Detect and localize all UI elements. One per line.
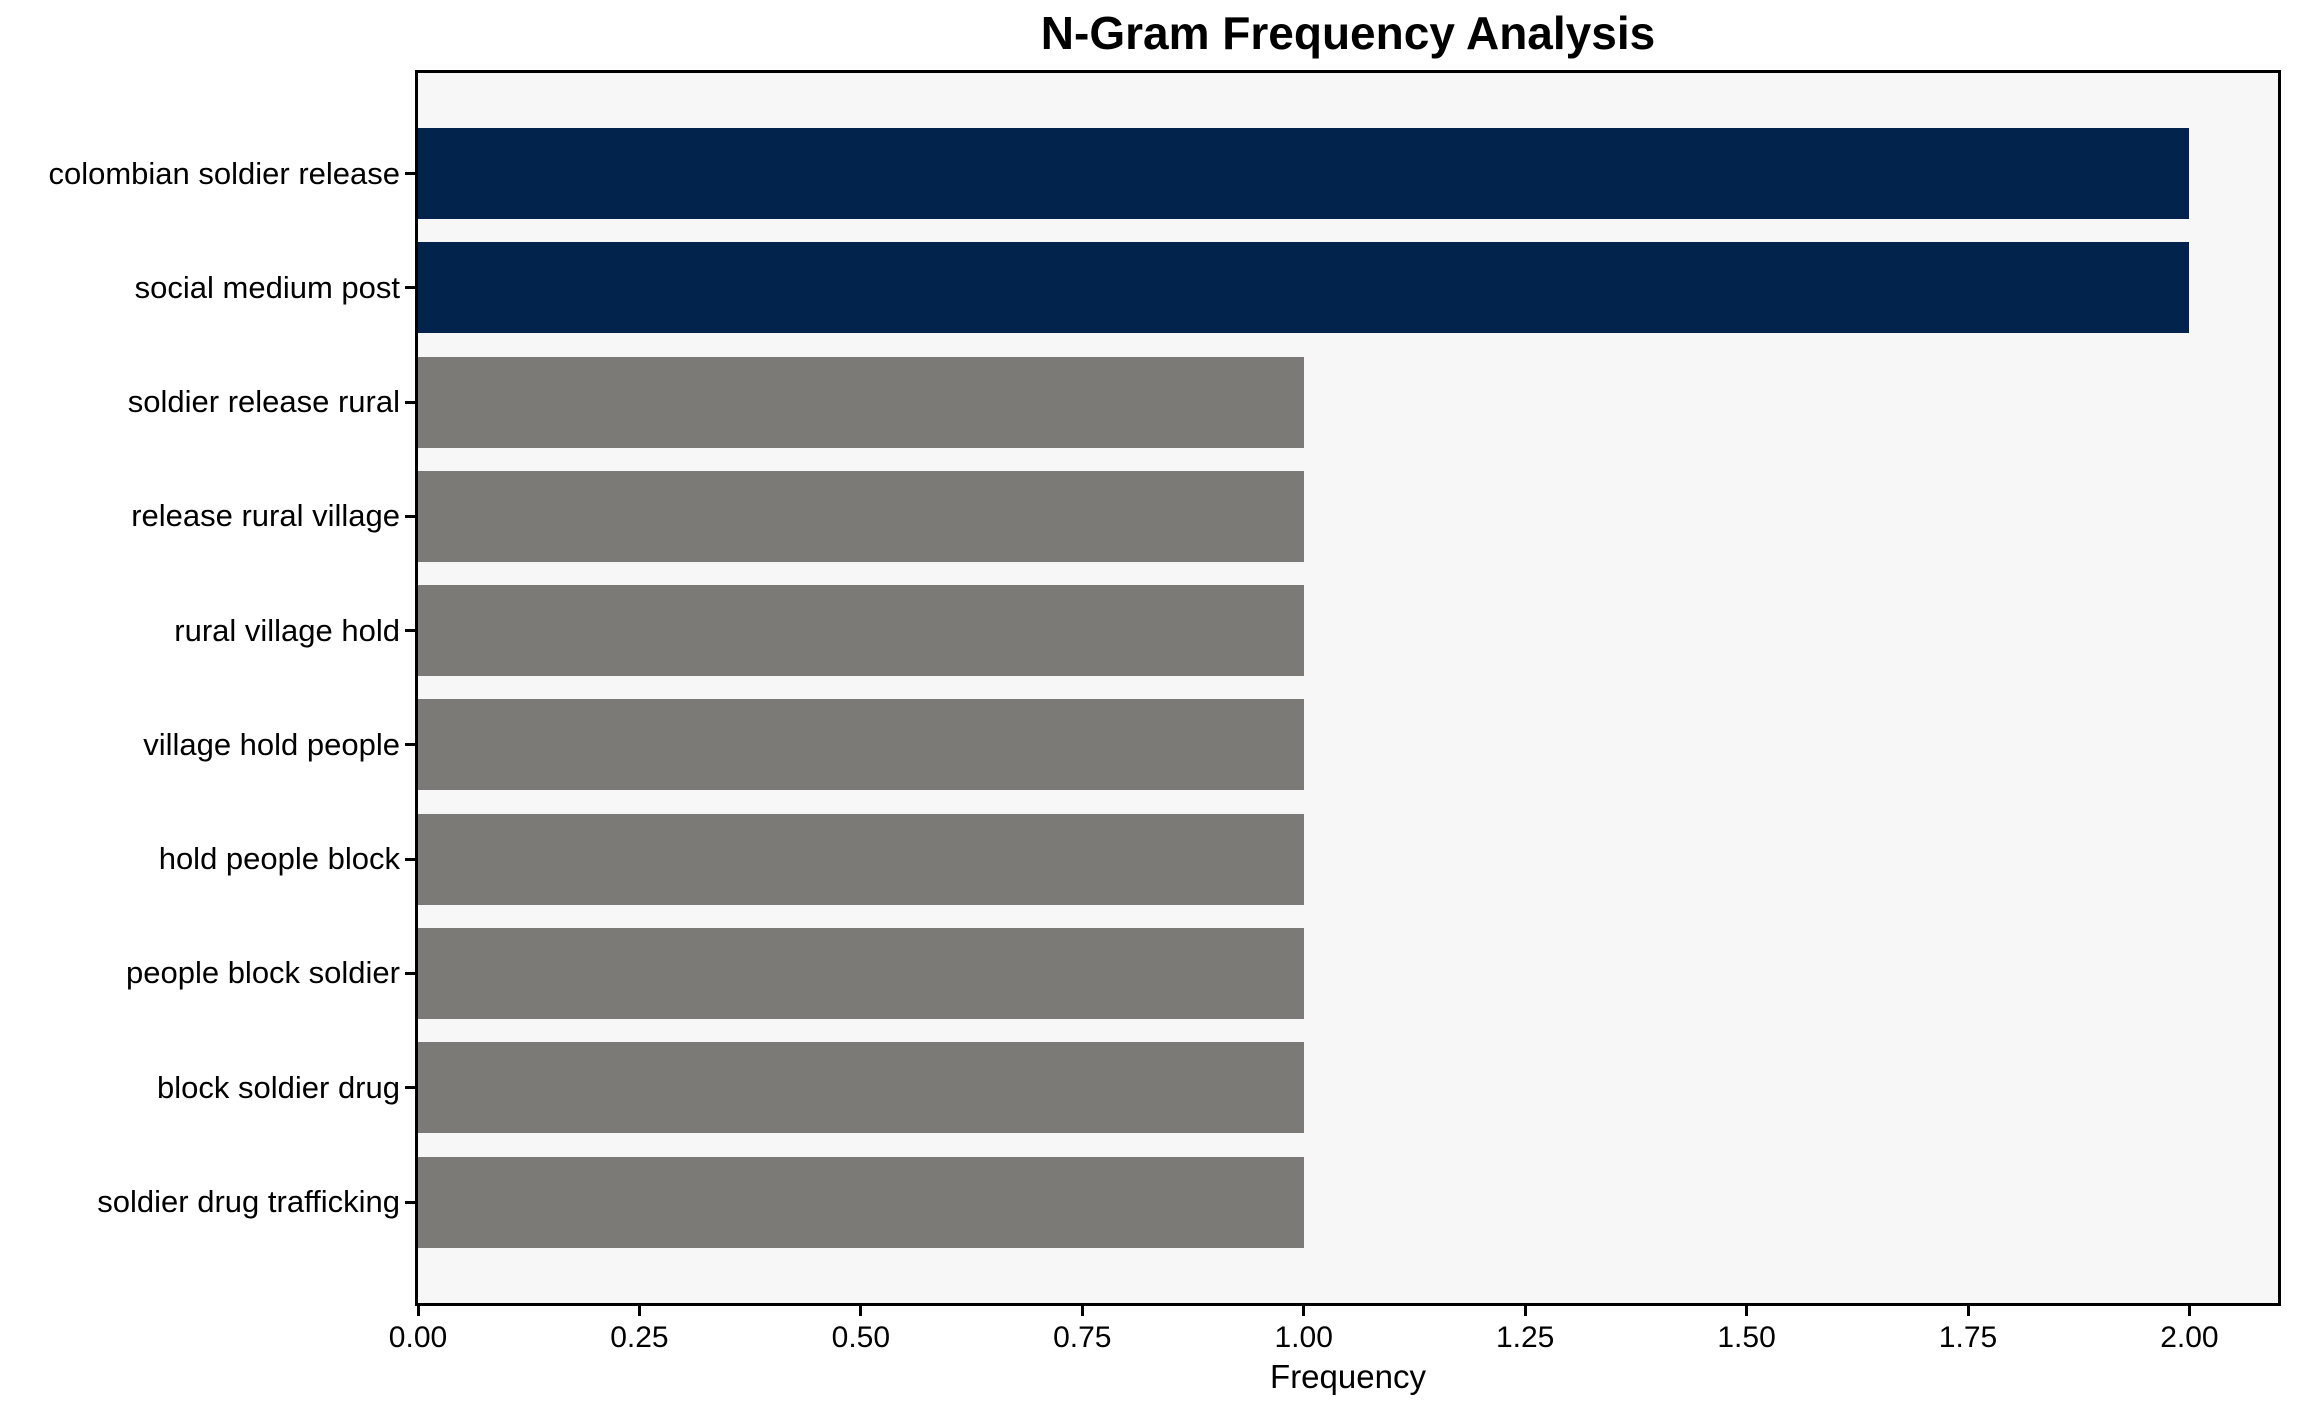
x-tick-label: 0.25 xyxy=(610,1321,669,1354)
y-tick-mark xyxy=(405,971,415,975)
bar xyxy=(418,1156,1304,1248)
x-tick-label: 1.75 xyxy=(1938,1321,1998,1354)
bar xyxy=(418,699,1304,791)
chart-title: N-Gram Frequency Analysis xyxy=(1040,7,1656,59)
x-tick-mark xyxy=(2187,1306,2191,1316)
bar xyxy=(418,128,2190,219)
y-tick-label: village hold people xyxy=(143,726,400,762)
x-tick-label: 1.50 xyxy=(1717,1321,1776,1354)
bar xyxy=(418,470,1304,562)
y-tick-label: release rural village xyxy=(131,498,400,534)
y-tick-mark xyxy=(405,857,415,861)
y-tick-mark xyxy=(405,1200,415,1204)
x-tick-mark xyxy=(416,1306,420,1316)
x-tick-label: 0.50 xyxy=(831,1321,891,1354)
y-tick-mark xyxy=(405,1086,415,1090)
x-tick-mark xyxy=(1966,1306,1970,1316)
y-tick-label: soldier drug trafficking xyxy=(97,1184,400,1220)
bar xyxy=(418,813,1304,905)
y-tick-mark xyxy=(405,172,415,175)
bar xyxy=(418,585,1304,677)
y-tick-label: soldier release rural xyxy=(127,384,400,420)
y-tick-mark xyxy=(405,514,415,518)
y-tick-label: social medium post xyxy=(134,269,400,305)
x-tick-mark xyxy=(1745,1306,1749,1316)
x-tick-mark xyxy=(1080,1306,1084,1316)
y-tick-label: colombian soldier release xyxy=(48,155,400,191)
y-tick-mark xyxy=(405,400,415,404)
y-tick-label: rural village hold xyxy=(174,612,400,648)
x-tick-label: 1.00 xyxy=(1274,1321,1333,1354)
y-tick-label: hold people block xyxy=(158,841,400,877)
bar xyxy=(418,927,1304,1019)
y-tick-mark xyxy=(405,286,415,290)
x-tick-mark xyxy=(637,1306,641,1316)
bar xyxy=(418,356,1304,448)
bar xyxy=(418,1042,1304,1134)
x-tick-mark xyxy=(1523,1306,1527,1316)
y-tick-label: block soldier drug xyxy=(157,1069,400,1105)
x-axis-title: Frequency xyxy=(1270,1358,1426,1395)
x-tick-label: 1.25 xyxy=(1495,1321,1555,1354)
x-tick-mark xyxy=(859,1306,863,1316)
plot-area xyxy=(415,70,2281,1306)
x-tick-mark xyxy=(1302,1306,1306,1316)
x-tick-label: 0.75 xyxy=(1053,1321,1112,1354)
y-tick-mark xyxy=(405,629,415,633)
bar xyxy=(418,242,2190,334)
y-tick-mark xyxy=(405,743,415,747)
y-tick-label: people block soldier xyxy=(125,955,400,991)
x-tick-label: 2.00 xyxy=(2160,1321,2219,1354)
x-tick-label: 0.00 xyxy=(388,1321,448,1354)
